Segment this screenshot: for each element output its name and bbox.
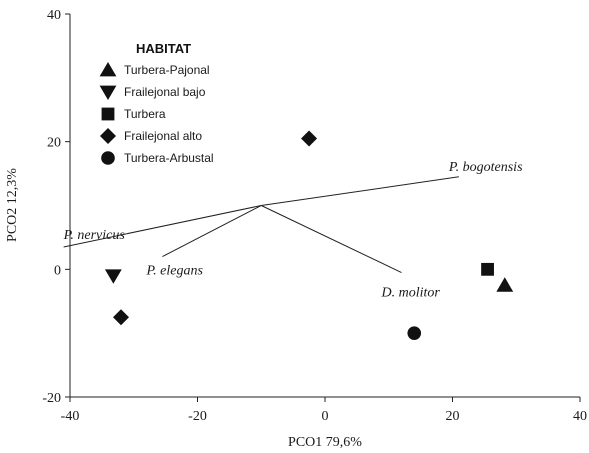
data-points xyxy=(104,130,514,340)
y-tick-label: -20 xyxy=(42,391,61,406)
data-point-triangle-up xyxy=(496,277,514,292)
data-point-triangle-down xyxy=(104,269,122,284)
x-tick-label: 40 xyxy=(573,409,587,424)
data-point-diamond xyxy=(113,309,129,326)
y-tick-label: 0 xyxy=(54,263,61,278)
y-axis-title: PCO2 12,3% xyxy=(5,168,20,242)
vector-label: P. elegans xyxy=(145,264,203,279)
x-axis-title: PCO1 79,6% xyxy=(288,435,362,450)
x-tick-label: -40 xyxy=(61,409,80,424)
legend-label: Turbera-Arbustal xyxy=(124,151,214,165)
legend-marker-square xyxy=(101,107,115,121)
vector-line xyxy=(162,205,262,258)
vector-label: D. molitor xyxy=(381,286,441,301)
data-point-diamond xyxy=(301,130,318,147)
y-ticks: -20 0 20 40 xyxy=(42,8,70,406)
vector-line xyxy=(261,205,402,273)
x-tick-label: 20 xyxy=(446,409,460,424)
vectors: P. bogotensis P. nervicus P. elegans D. mol… xyxy=(63,160,523,301)
y-tick-label: 20 xyxy=(47,136,61,151)
x-ticks: -40 -20 0 20 40 xyxy=(61,397,587,424)
data-point-circle xyxy=(407,326,422,340)
legend-marker-triangle-up xyxy=(99,62,117,77)
legend-items: Turbera-Pajonal Frailejonal bajo Turbera Fr… xyxy=(99,62,214,165)
legend-marker-diamond xyxy=(100,128,116,144)
vector-line xyxy=(261,176,459,206)
legend-marker-triangle-down xyxy=(99,85,117,100)
legend-label: Turbera xyxy=(124,107,166,121)
legend-label: Frailejonal alto xyxy=(124,129,202,143)
vector-label: P. nervicus xyxy=(63,228,126,243)
legend-label: Turbera-Pajonal xyxy=(124,63,210,77)
legend-label: Frailejonal bajo xyxy=(124,85,206,99)
y-tick-label: 40 xyxy=(47,8,61,23)
vector-label: P. bogotensis xyxy=(448,160,523,175)
data-point-square xyxy=(481,262,494,276)
x-tick-label: 0 xyxy=(322,409,329,424)
legend-marker-circle xyxy=(101,151,115,165)
vector-line xyxy=(63,205,262,248)
legend-title: HABITAT xyxy=(136,41,191,56)
x-tick-label: -20 xyxy=(188,409,207,424)
